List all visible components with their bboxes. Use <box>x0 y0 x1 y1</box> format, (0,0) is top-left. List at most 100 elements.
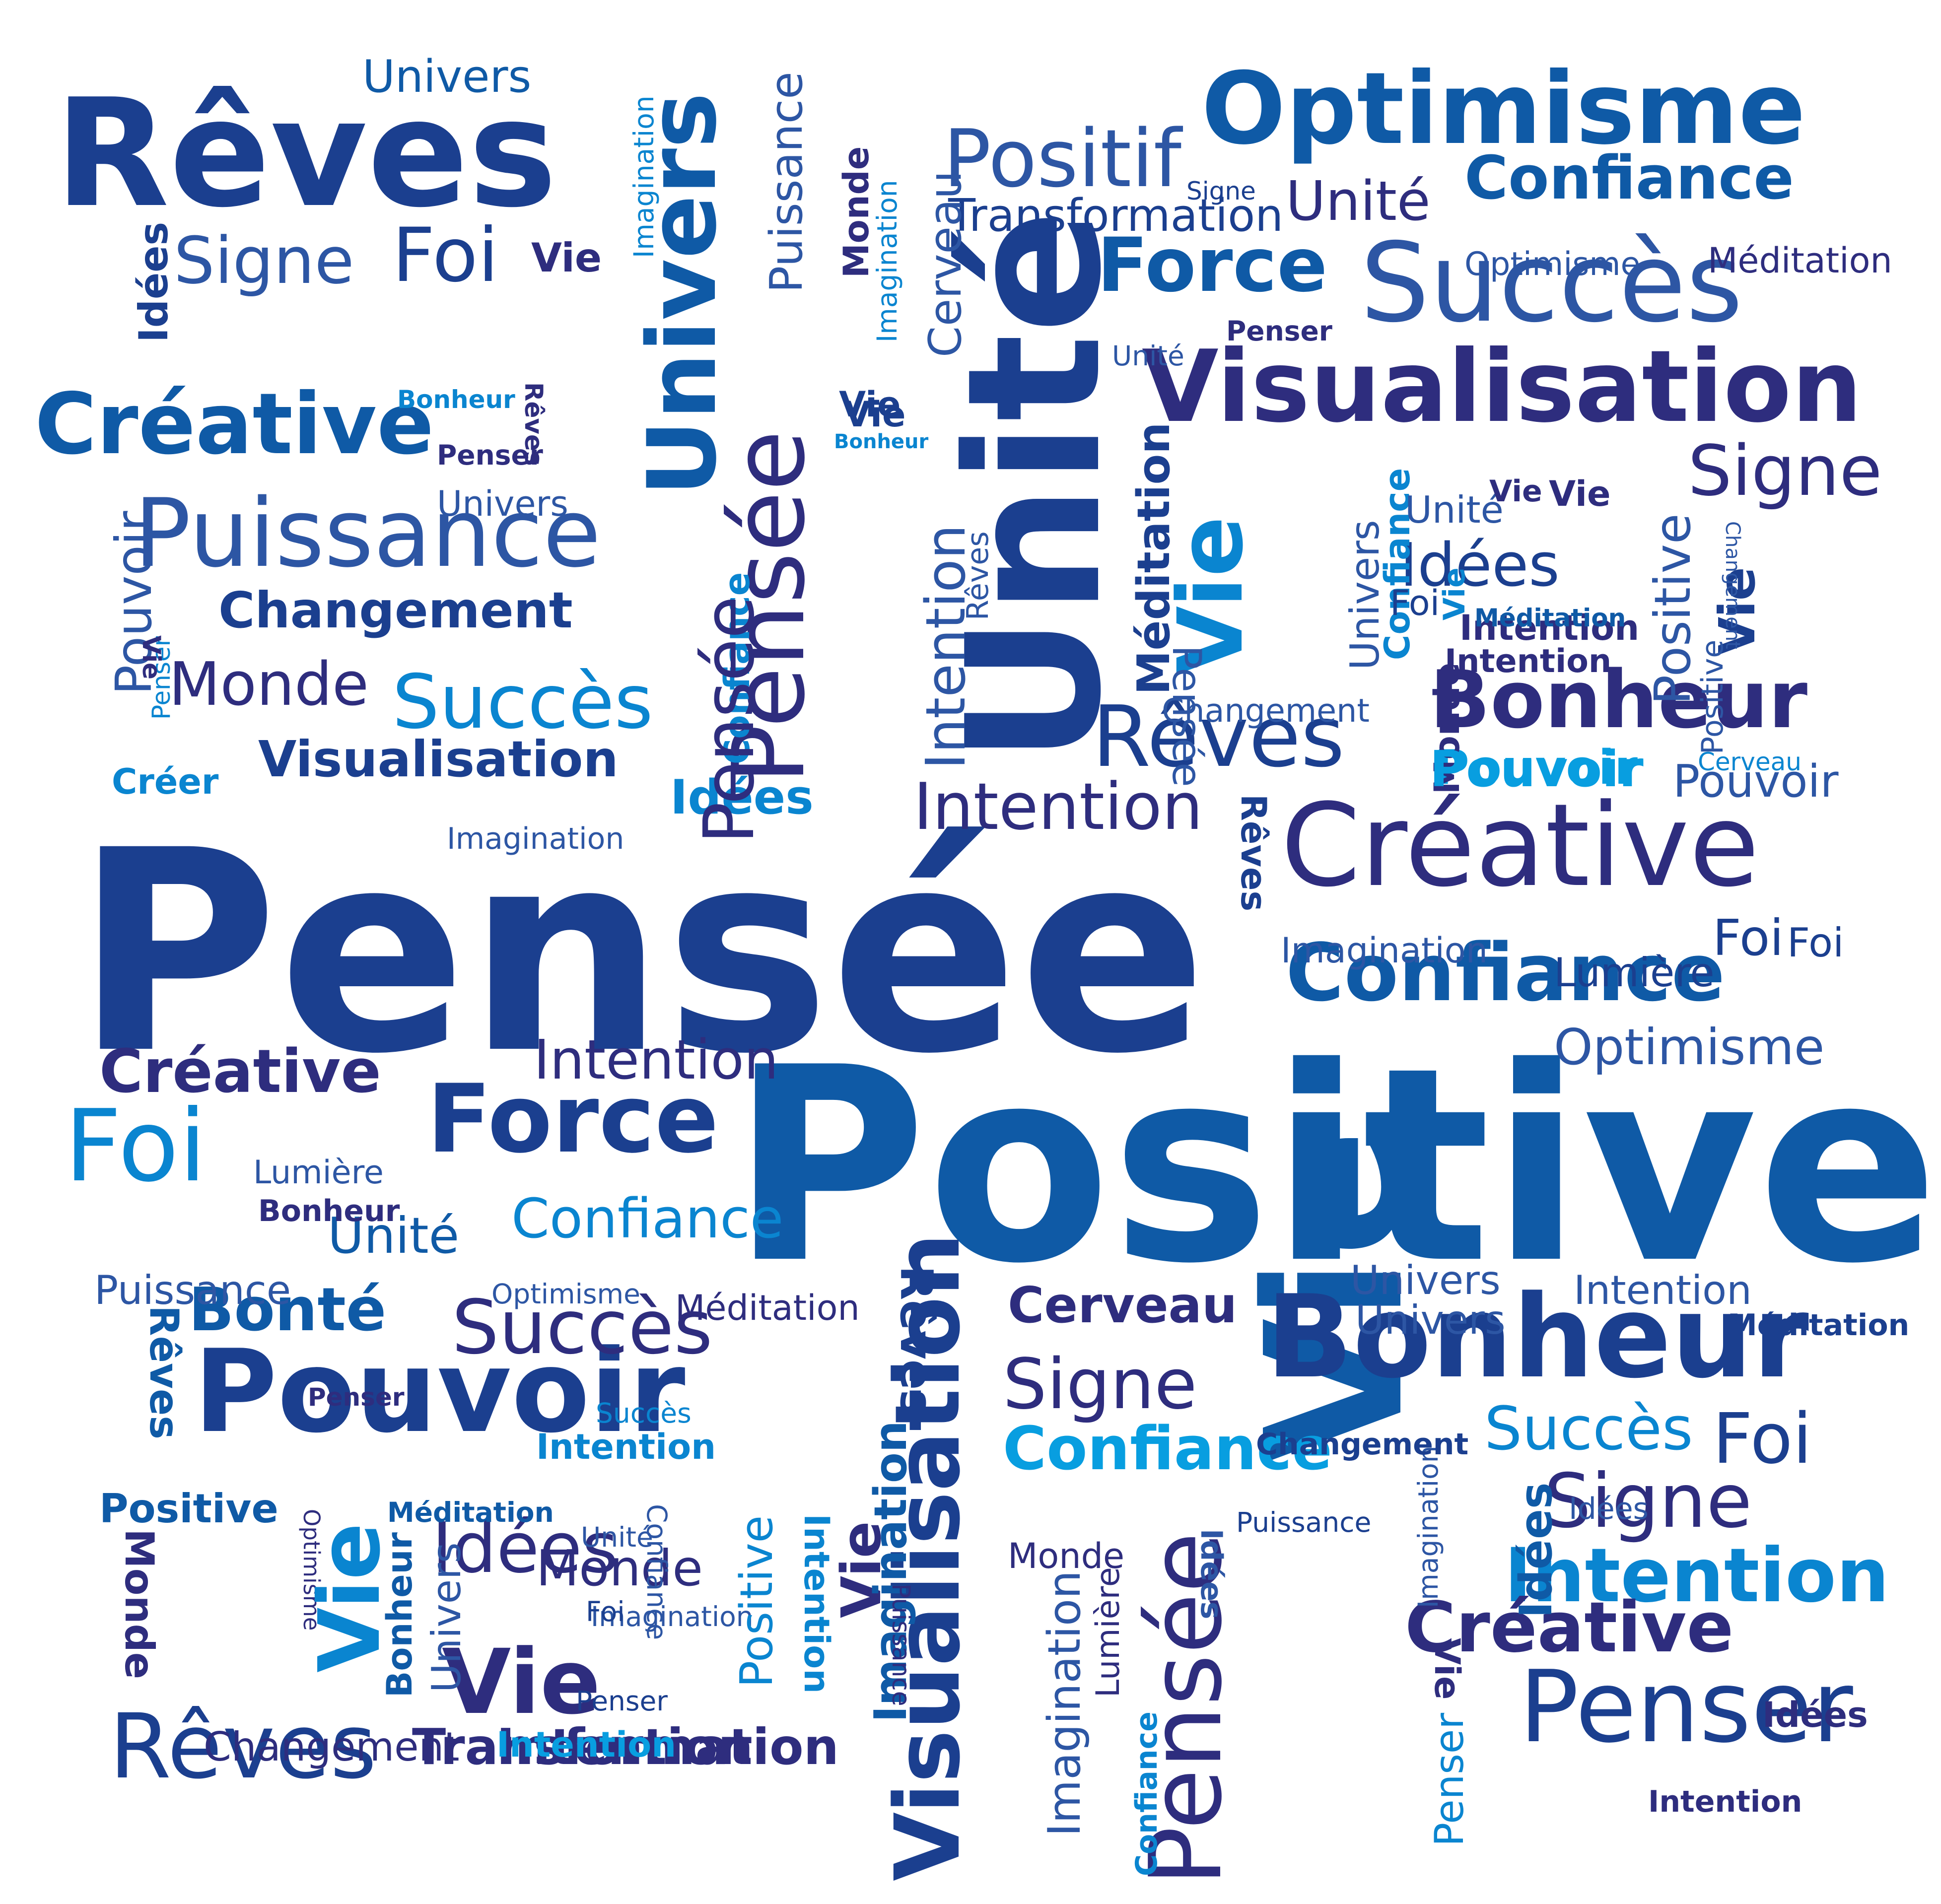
word-52: Intention <box>496 1718 754 1776</box>
word-59: Unité <box>328 1207 460 1265</box>
word-110: Lumière <box>253 1154 384 1191</box>
word-99: Rêves <box>890 1266 942 1417</box>
word-122: Intention <box>536 1427 716 1467</box>
word-73: Idées <box>1762 1695 1868 1735</box>
word-83: Méditation <box>1474 604 1626 632</box>
word-116: Penser <box>1426 1712 1472 1846</box>
word-152: Vie <box>137 635 166 680</box>
word-29: Intention <box>913 769 1203 844</box>
word-56: Univers <box>362 51 532 103</box>
word-38: Monde <box>169 650 369 719</box>
word-93: Imagination <box>1039 1570 1091 1836</box>
word-156: Succès <box>596 1397 692 1429</box>
word-106: Changement <box>1256 1427 1469 1462</box>
word-162: Pensée <box>1164 645 1210 787</box>
word-80: Monde <box>836 146 877 278</box>
word-77: Idées <box>1569 1492 1649 1526</box>
word-137: Puissance <box>761 71 813 293</box>
word-148: Créative <box>99 1037 381 1106</box>
word-139: Puissance <box>1236 1506 1372 1538</box>
word-114: Penser <box>308 1383 405 1412</box>
word-33: Signe <box>1688 431 1882 512</box>
word-25: Créative <box>35 375 434 474</box>
word-58: Unité <box>1286 169 1431 233</box>
word-123: Intention <box>496 1724 677 1765</box>
word-158: Pensée <box>689 596 770 844</box>
word-112: Penser <box>1226 315 1332 347</box>
word-82: Monde <box>116 1529 162 1680</box>
word-22: Penser <box>1519 1649 1853 1765</box>
word-23: Rêves <box>109 1695 377 1799</box>
word-47: Signe <box>1544 1458 1752 1545</box>
word-1: Positive <box>730 1011 1939 1322</box>
word-142: Cerveau <box>919 170 971 357</box>
word-149: Foi <box>1787 920 1844 966</box>
word-146: Positive <box>731 1515 783 1688</box>
word-4: Rêves <box>55 67 557 240</box>
word-145: Pouvoir <box>1430 740 1644 798</box>
word-27: Positif <box>943 112 1181 205</box>
word-7: Succès <box>1360 219 1743 346</box>
word-88: Imagination <box>447 821 624 856</box>
word-100: Rêves <box>141 1305 187 1439</box>
word-28: Confiance <box>1464 144 1794 213</box>
word-72: Idées <box>1400 531 1560 600</box>
word-108: Changement <box>1721 521 1744 649</box>
word-5: Optimisme <box>1201 51 1806 167</box>
word-119: Bonheur <box>258 1194 400 1228</box>
word-42: Idées <box>670 770 814 825</box>
word-79: Monde <box>1008 1536 1125 1576</box>
word-131: Unité <box>1112 340 1184 372</box>
word-147: Positive <box>1695 639 1730 754</box>
word-130: Univers <box>423 1542 470 1693</box>
word-44: Bonté <box>189 1276 387 1345</box>
word-133: Unité <box>581 1521 653 1553</box>
word-161: Méditation <box>1728 1308 1910 1343</box>
word-141: Signe <box>1186 177 1256 205</box>
word-32: Rêves <box>1092 688 1345 786</box>
word-43: Confiance <box>1003 1415 1332 1484</box>
word-151: Foi <box>586 1596 625 1628</box>
word-18: Force <box>1097 222 1328 309</box>
word-10: Créative <box>1281 780 1760 912</box>
word-91: Imagination <box>871 180 903 342</box>
word-0: Pensée <box>74 791 1207 1115</box>
word-154: Vie <box>844 394 906 435</box>
word-39: Succès <box>392 659 653 746</box>
word-153: Vie <box>1427 1638 1467 1700</box>
word-150: Foi <box>1390 583 1440 623</box>
word-17: Force <box>427 1064 719 1174</box>
word-63: Pouvoir <box>1673 755 1839 808</box>
word-127: Univers <box>1355 1297 1506 1343</box>
word-107: Changement <box>204 1724 460 1770</box>
word-85: Méditation <box>675 1288 860 1328</box>
word-105: Changement <box>1162 692 1370 730</box>
word-117: Bonheur <box>397 385 515 414</box>
word-40: Pouvoir <box>1435 741 1638 795</box>
word-86: Méditation <box>387 1496 554 1528</box>
word-74: Idées <box>1510 1482 1562 1618</box>
word-61: Foi <box>1713 1399 1812 1480</box>
word-95: Imagination <box>591 1601 754 1632</box>
word-30: Intention <box>534 1028 779 1091</box>
word-6: Visualisation <box>1142 329 1863 445</box>
word-11: Bonheur <box>1266 1271 1809 1404</box>
word-140: Puissance <box>887 1583 915 1706</box>
word-92: Imagination <box>1412 1445 1444 1608</box>
word-76: Idées <box>1194 1529 1229 1620</box>
word-45: Succès <box>1484 1395 1693 1464</box>
word-135: Optimisme <box>491 1278 640 1310</box>
word-51: Cerveau <box>1008 1276 1238 1334</box>
word-65: Positive <box>1644 513 1702 705</box>
word-128: Univers <box>437 483 568 524</box>
word-103: Confiance <box>1129 1711 1164 1876</box>
word-35: Transformation <box>948 190 1284 242</box>
word-57: Univers <box>1350 1257 1501 1303</box>
word-143: Créer <box>112 761 219 802</box>
word-160: Vie <box>1437 567 1472 620</box>
word-159: Vie <box>301 1522 399 1673</box>
word-113: Penser <box>437 439 543 471</box>
word-60: Foi <box>1713 909 1784 967</box>
word-24: Foi <box>65 1088 207 1204</box>
word-64: Positive <box>99 1486 278 1532</box>
